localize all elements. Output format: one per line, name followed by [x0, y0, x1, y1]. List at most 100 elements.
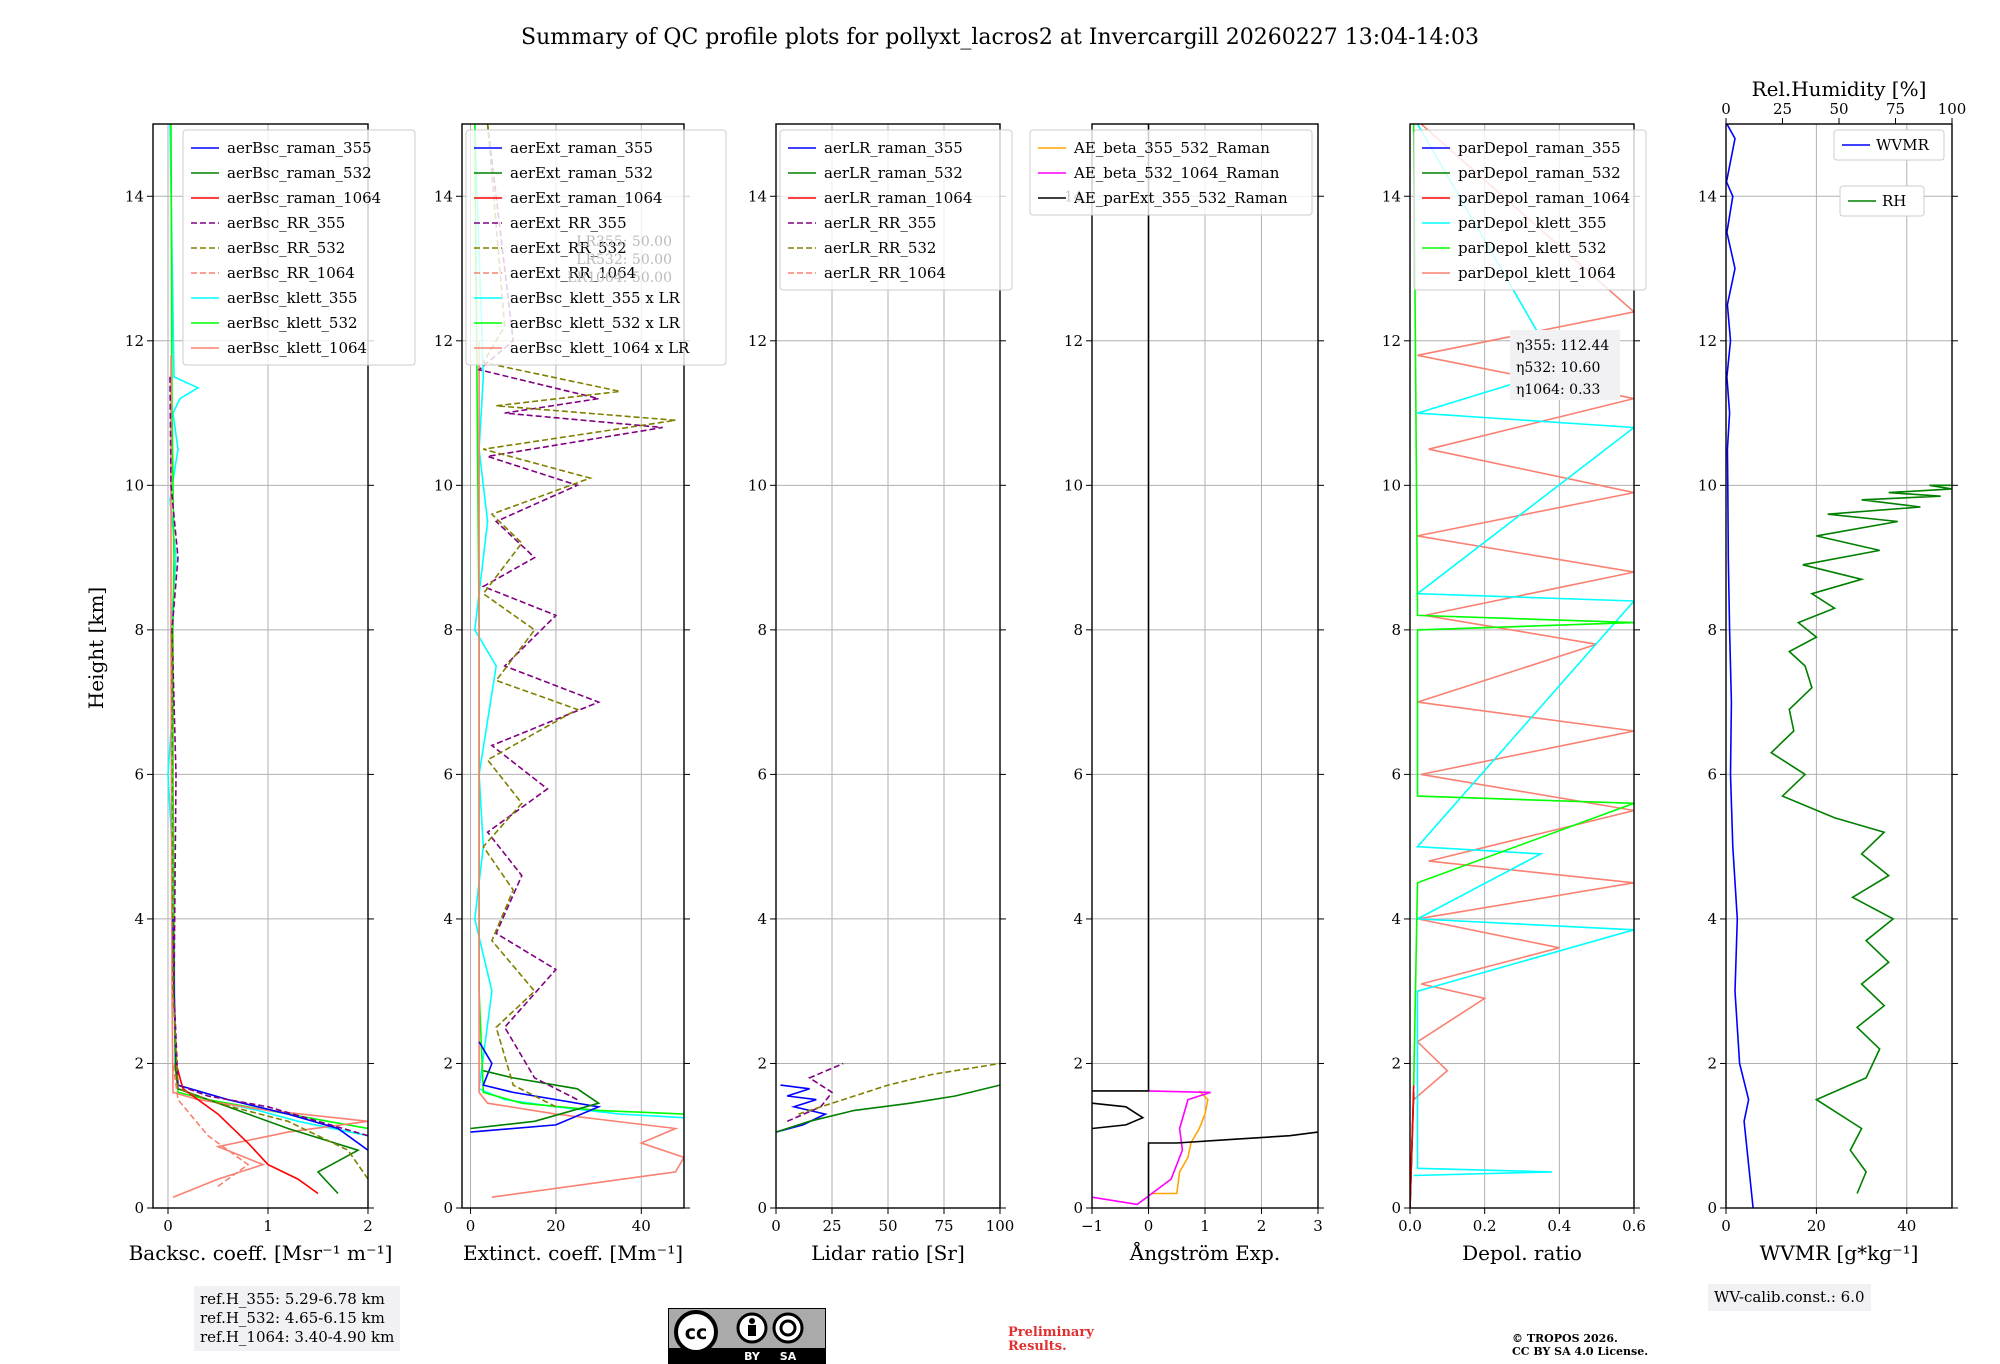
ref-height-1064: ref.H_1064: 3.40-4.90 km — [200, 1328, 395, 1346]
series-line-bsc-8 — [172, 1063, 250, 1187]
ytick-label-lr-6: 12 — [748, 332, 767, 350]
preliminary-line-2: Results. — [1008, 1339, 1067, 1354]
cc-license-badge: cc BY SA — [668, 1308, 826, 1364]
ytick-label-bsc-1: 2 — [134, 1054, 144, 1072]
series-line-wv-1 — [1769, 484, 1952, 1194]
ytick-label-ae-2: 4 — [1073, 910, 1083, 928]
xtick-label-bsc-2: 2 — [363, 1217, 373, 1235]
ytick-label-lr-5: 10 — [748, 476, 767, 494]
legend-label-lr-3: aerLR_RR_355 — [824, 214, 936, 232]
series-line-lr-3 — [798, 1062, 1000, 1115]
legend-label-ext-1: aerExt_raman_532 — [510, 164, 653, 182]
ytick-label-wv-5: 10 — [1698, 476, 1717, 494]
xaxis-label-ext: Extinct. coeff. [Mm⁻¹] — [463, 1241, 683, 1265]
sa-icon — [772, 1312, 804, 1344]
series-group-ext — [470, 124, 684, 1198]
legend-label-depol-0: parDepol_raman_355 — [1458, 139, 1621, 157]
legend-box-depol — [1413, 129, 1647, 291]
ytick-label-ae-6: 12 — [1064, 332, 1083, 350]
series-line-bsc-3 — [172, 918, 368, 1151]
legend-label-lr-5: aerLR_RR_1064 — [824, 264, 946, 282]
ytick-label-wv-7: 14 — [1698, 187, 1717, 205]
copyright-notice: © TROPOS 2026. CC BY SA 4.0 License. — [1512, 1332, 1648, 1358]
ytick-label-ae-1: 2 — [1073, 1054, 1083, 1072]
xtick-label-depol-0: 0.0 — [1398, 1217, 1422, 1235]
ytick-label-depol-4: 8 — [1391, 621, 1401, 639]
panel-ext: 0 2 4 6 8 10 12 14 0 20 40 Extinct. coeff. [Mm⁻¹] ae… — [434, 123, 727, 1265]
height-axis-label: Height [km] — [84, 587, 108, 709]
ytick-label-ae-5: 10 — [1064, 476, 1083, 494]
ytick-label-wv-4: 8 — [1707, 621, 1717, 639]
ytick-label-depol-0: 0 — [1391, 1199, 1401, 1217]
xtick-label-ae-3: 2 — [1257, 1217, 1267, 1235]
legend-label-bsc-2: aerBsc_raman_1064 — [227, 189, 381, 207]
legend-label-bsc-6: aerBsc_klett_355 — [227, 289, 358, 307]
ytick-label-ae-3: 6 — [1073, 765, 1083, 783]
legend-label-bsc-8: aerBsc_klett_1064 — [227, 339, 367, 357]
series-line-bsc-7 — [171, 629, 368, 1180]
ytick-label-ext-6: 12 — [434, 332, 453, 350]
legend-wv-1: WVMR — [1833, 129, 1945, 161]
series-line-wv-0 — [1726, 124, 1754, 1208]
series-line-ext-2 — [478, 340, 684, 1198]
series-group-wv — [1726, 124, 1952, 1208]
by-icon — [736, 1312, 768, 1344]
wv-calib-text: WV-calib.const.: 6.0 — [1714, 1288, 1865, 1306]
ytick-label-wv-1: 2 — [1707, 1054, 1717, 1072]
legend-label-ae-1: AE_beta_532_1064_Raman — [1073, 164, 1280, 182]
legend-label-bsc-5: aerBsc_RR_1064 — [227, 264, 355, 282]
legend-label-ext-5: aerExt_RR_1064 — [510, 264, 636, 282]
ytick-label-ext-4: 8 — [443, 621, 453, 639]
panel-depol: 0 2 4 6 8 10 12 14 0.0 0.2 0.4 0.6 Depol. ratio parDe… — [1382, 123, 1647, 1265]
top-xaxis-label: Rel.Humidity [%] — [1752, 77, 1927, 101]
xtick-label-ae-4: 3 — [1313, 1217, 1323, 1235]
series-line-bsc-6 — [169, 376, 368, 1137]
xtick-label-depol-3: 0.6 — [1622, 1217, 1646, 1235]
series-line-bsc-2 — [170, 355, 368, 1198]
cc-sa-label: SA — [780, 1350, 797, 1363]
ytick-label-ext-1: 2 — [443, 1054, 453, 1072]
series-line-ae-1 — [1092, 1090, 1211, 1206]
top-xtick-label-1: 25 — [1773, 100, 1792, 118]
wv-calib-box: WV-calib.const.: 6.0 — [1708, 1284, 1871, 1311]
xtick-label-lr-0: 0 — [771, 1217, 781, 1235]
legend-label-depol-5: parDepol_klett_1064 — [1458, 264, 1616, 282]
ytick-label-bsc-5: 10 — [125, 476, 144, 494]
lr-label-0: LR355: 50.00 — [576, 234, 672, 250]
ytick-label-ext-5: 10 — [434, 476, 453, 494]
legend-label-ext-8: aerBsc_klett_1064 x LR — [510, 339, 690, 357]
xaxis-label-lr: Lidar ratio [Sr] — [811, 1241, 965, 1265]
legend-label-depol-4: parDepol_klett_532 — [1458, 239, 1607, 257]
legend-label-rh: RH — [1882, 192, 1906, 210]
legend-label-bsc-1: aerBsc_raman_532 — [227, 164, 372, 182]
copyright-line-2: CC BY SA 4.0 License. — [1512, 1345, 1649, 1358]
ytick-label-ext-7: 14 — [434, 187, 453, 205]
xtick-label-lr-1: 25 — [822, 1217, 841, 1235]
ytick-label-ext-0: 0 — [443, 1199, 453, 1217]
xtick-label-wv-2: 40 — [1897, 1217, 1916, 1235]
figure-title: Summary of QC profile plots for pollyxt_… — [521, 25, 1479, 50]
series-group-bsc — [167, 124, 368, 1198]
legend-label-ae-0: AE_beta_355_532_Raman — [1073, 139, 1270, 157]
eta-label-2: η1064: 0.33 — [1516, 382, 1600, 398]
lr-label-1: LR532: 50.00 — [576, 252, 672, 268]
ytick-label-depol-5: 10 — [1382, 476, 1401, 494]
legend-depol: parDepol_raman_355 parDepol_raman_532 parD… — [1413, 129, 1647, 291]
panel-wv: 0 2 4 6 8 10 12 14 0 20 40 WVMR [g*kg⁻¹] 0 25 50 75 100 R… — [1698, 77, 1966, 1265]
legend-label-depol-1: parDepol_raman_532 — [1458, 164, 1621, 182]
legend-label-bsc-4: aerBsc_RR_532 — [227, 239, 345, 257]
series-line-lr-1 — [776, 1084, 1000, 1133]
top-xtick-label-4: 100 — [1938, 100, 1967, 118]
eta-label-0: η355: 112.44 — [1516, 338, 1609, 354]
cc-by-label: BY — [744, 1350, 761, 1363]
legend-label-ext-4: aerExt_RR_532 — [510, 239, 627, 257]
legend-label-ext-7: aerBsc_klett_532 x LR — [510, 314, 681, 332]
ytick-label-lr-2: 4 — [757, 910, 767, 928]
top-xtick-label-3: 75 — [1886, 100, 1905, 118]
ytick-label-depol-2: 4 — [1391, 910, 1401, 928]
legend-label-ext-2: aerExt_raman_1064 — [510, 189, 663, 207]
preliminary-line-1: Preliminary — [1008, 1325, 1094, 1340]
series-line-ae-4 — [1092, 124, 1150, 1092]
